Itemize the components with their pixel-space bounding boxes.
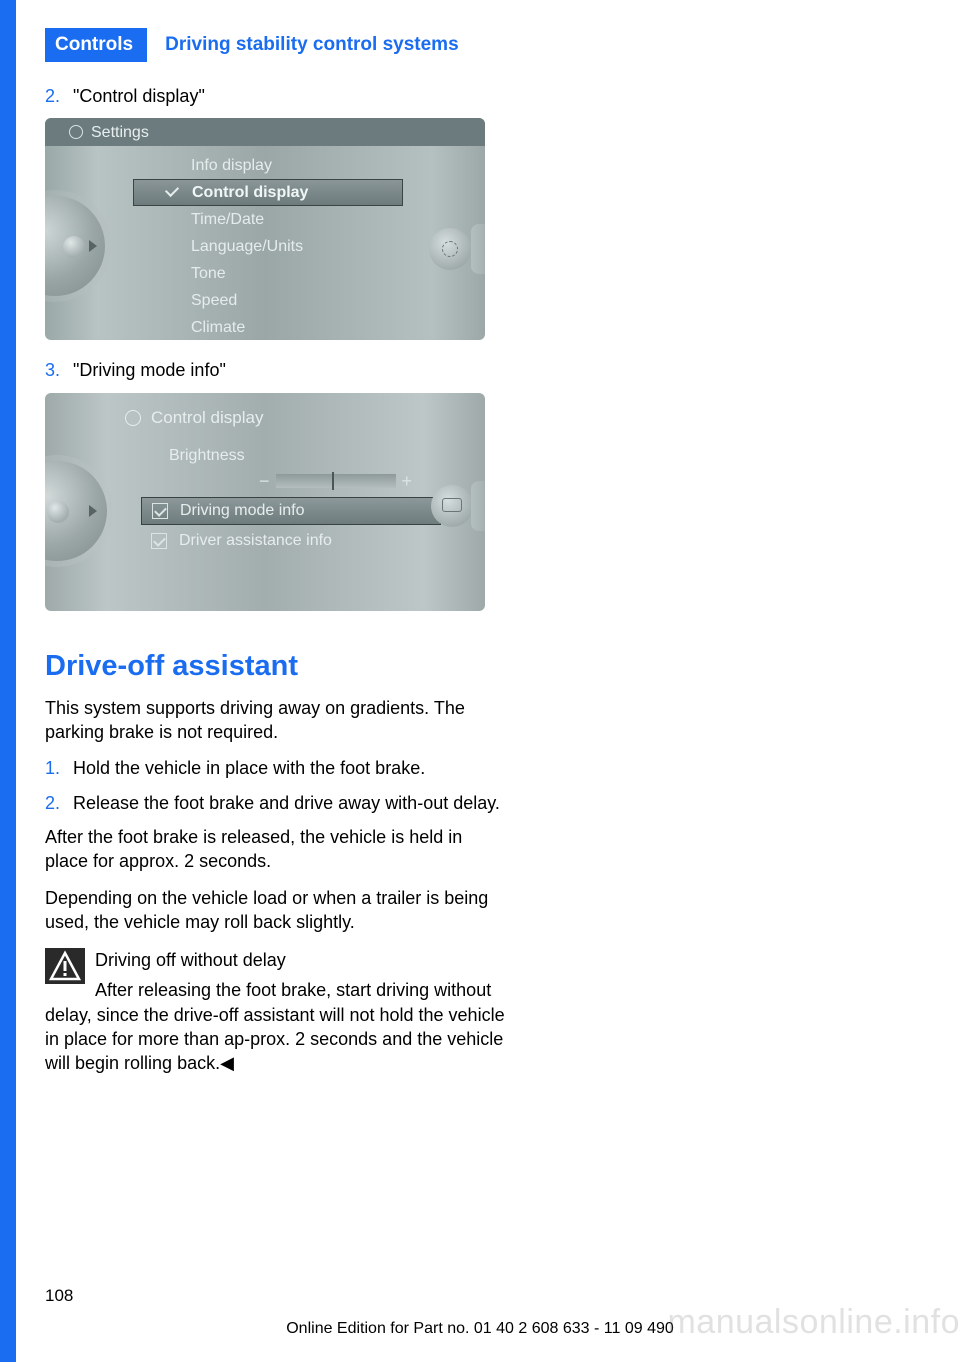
idrive-edge-button bbox=[471, 224, 485, 274]
brightness-slider: − + bbox=[259, 469, 412, 493]
menu-item-label: Tone bbox=[191, 263, 226, 285]
menu-item: Climate bbox=[163, 314, 403, 340]
arrow-right-icon bbox=[89, 505, 97, 517]
plus-icon: + bbox=[402, 469, 413, 493]
side-accent-bar bbox=[0, 0, 16, 1362]
paragraph: After the foot brake is released, the ve… bbox=[45, 825, 505, 874]
idrive-screenshot-settings: Settings Info display Control display Ti… bbox=[45, 118, 485, 340]
step-number: 3. bbox=[45, 358, 73, 382]
header-section-tab: Controls bbox=[45, 28, 147, 62]
menu-item: Info display bbox=[163, 152, 403, 179]
settings-menu-list: Info display Control display Time/Date L… bbox=[163, 152, 403, 340]
option-row: Driver assistance info bbox=[141, 527, 332, 555]
idrive-right-knob bbox=[429, 228, 471, 270]
paragraph: Depending on the vehicle load or when a … bbox=[45, 886, 505, 935]
menu-item: Language/Units bbox=[163, 233, 403, 260]
warning-heading: Driving off without delay bbox=[45, 948, 505, 972]
idrive-topbar: Settings bbox=[45, 118, 485, 146]
arrow-right-icon bbox=[89, 240, 97, 252]
header-chapter-title: Driving stability control systems bbox=[147, 28, 459, 62]
menu-item-label: Language/Units bbox=[191, 236, 303, 258]
step-text: "Control display" bbox=[73, 84, 505, 108]
option-row-selected: Driving mode info bbox=[141, 497, 441, 525]
checkbox-checked-icon bbox=[152, 503, 168, 519]
numbered-step-1: 1. Hold the vehicle in place with the fo… bbox=[45, 756, 505, 780]
check-icon bbox=[165, 183, 179, 197]
menu-item-label: Info display bbox=[191, 155, 272, 177]
menu-item-label: Speed bbox=[191, 290, 237, 312]
warning-body: After releasing the foot brake, start dr… bbox=[45, 978, 505, 1075]
warning-note: Driving off without delay After releasin… bbox=[45, 948, 505, 1075]
menu-item-label: Climate bbox=[191, 317, 245, 339]
brightness-label: Brightness bbox=[169, 445, 245, 467]
checkbox-checked-icon bbox=[151, 533, 167, 549]
idrive-controller-dial bbox=[45, 196, 105, 296]
idrive-screen-title: Control display bbox=[151, 407, 263, 430]
step-2: 2. "Control display" bbox=[45, 84, 505, 108]
idrive-screen-title-row: Control display bbox=[45, 393, 485, 430]
main-column: 2. "Control display" Settings Info displ… bbox=[45, 84, 505, 1076]
paragraph: This system supports driving away on gra… bbox=[45, 696, 505, 745]
step-number: 1. bbox=[45, 756, 73, 780]
step-number: 2. bbox=[45, 84, 73, 108]
numbered-step-2: 2. Release the foot brake and drive away… bbox=[45, 791, 505, 815]
idrive-topbar-label: Settings bbox=[91, 122, 149, 144]
section-heading: Drive-off assistant bbox=[45, 647, 505, 686]
menu-item: Tone bbox=[163, 260, 403, 287]
menu-item: Speed bbox=[163, 287, 403, 314]
gear-icon bbox=[69, 125, 83, 139]
step-3: 3. "Driving mode info" bbox=[45, 358, 505, 382]
idrive-right-knob bbox=[431, 485, 473, 527]
idrive-screenshot-control-display: Control display Brightness − + Driving m… bbox=[45, 393, 485, 611]
page-number: 108 bbox=[45, 1286, 73, 1306]
brightness-marker bbox=[332, 472, 334, 490]
step-text: Release the foot brake and drive away wi… bbox=[73, 791, 505, 815]
option-label: Driving mode info bbox=[180, 500, 305, 522]
page-header: Controls Driving stability control syste… bbox=[45, 28, 960, 62]
warning-triangle-icon bbox=[45, 948, 85, 984]
step-text: "Driving mode info" bbox=[73, 358, 505, 382]
gear-icon bbox=[125, 410, 141, 426]
footer-text: Online Edition for Part no. 01 40 2 608 … bbox=[0, 1320, 960, 1338]
option-label: Driver assistance info bbox=[179, 530, 332, 552]
minus-icon: − bbox=[259, 469, 270, 493]
menu-item: Time/Date bbox=[163, 206, 403, 233]
menu-item-selected: Control display bbox=[133, 179, 403, 206]
step-text: Hold the vehicle in place with the foot … bbox=[73, 756, 505, 780]
idrive-controller-dial bbox=[45, 461, 107, 561]
menu-item-label: Control display bbox=[192, 182, 308, 204]
menu-item-label: Time/Date bbox=[191, 209, 264, 231]
idrive-edge-button bbox=[471, 481, 485, 531]
step-number: 2. bbox=[45, 791, 73, 815]
brightness-track bbox=[276, 474, 396, 488]
